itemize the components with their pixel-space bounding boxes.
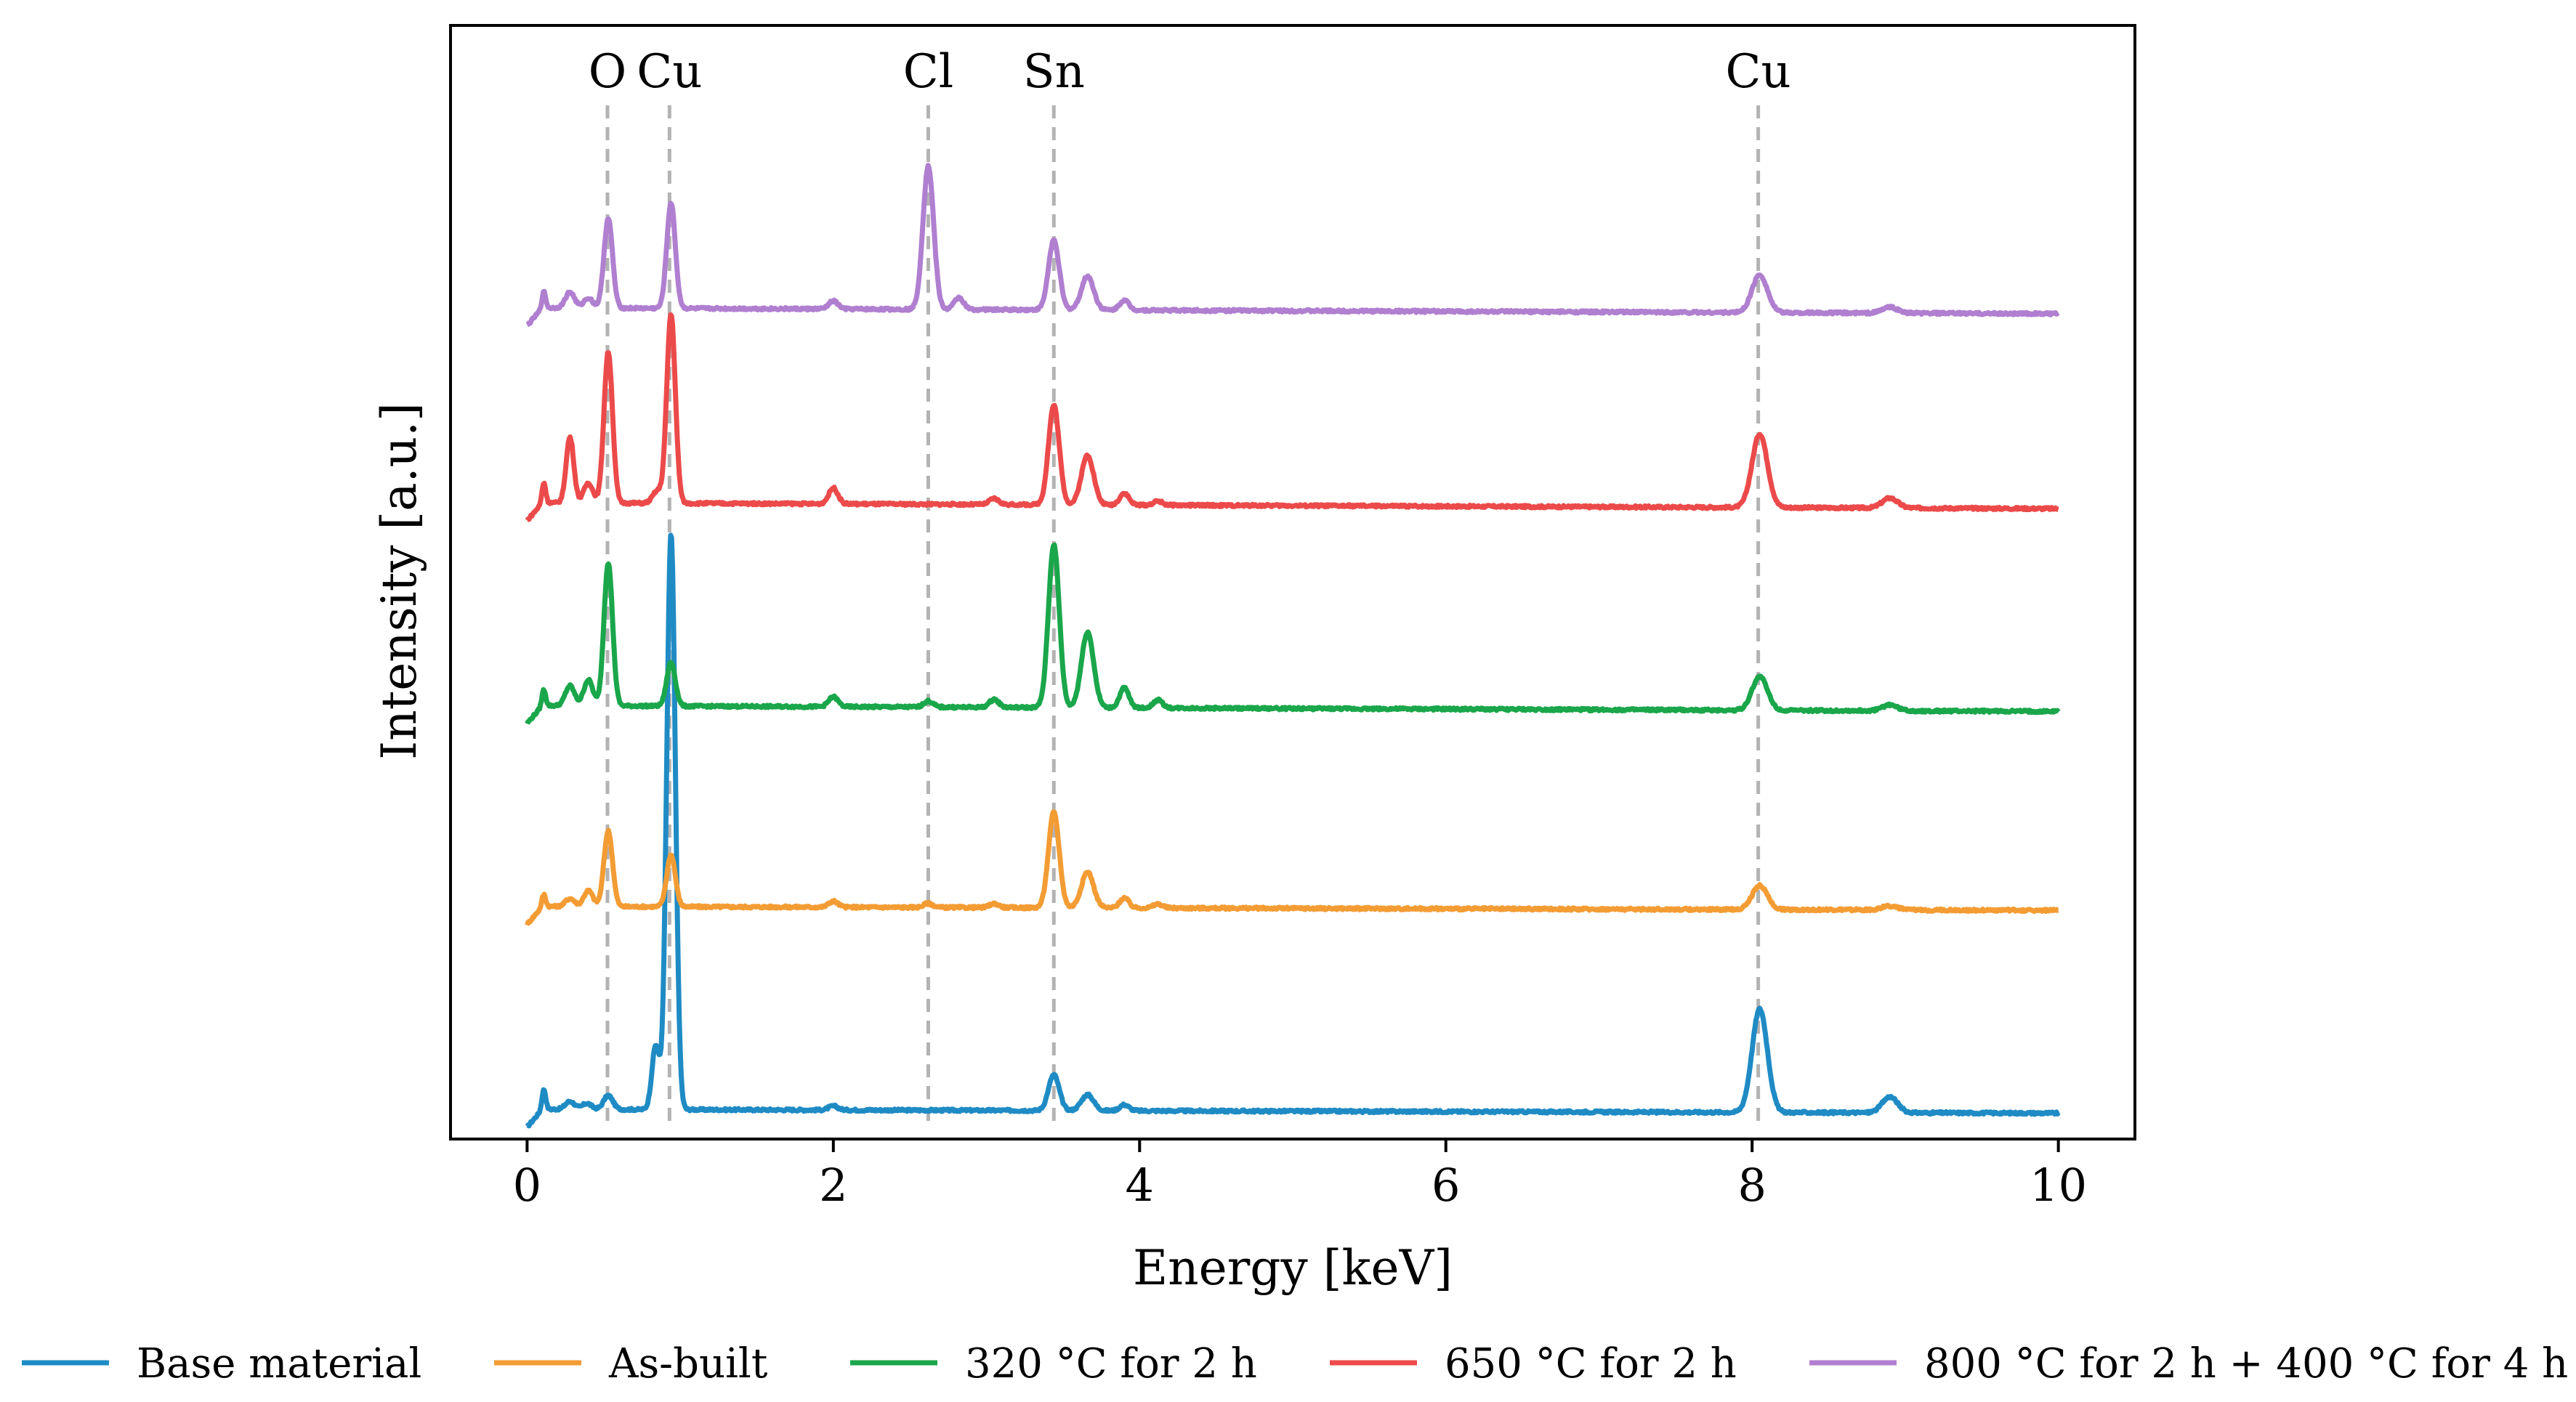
x-axis-ticks: 0 2 4 6 8 10: [513, 1139, 2087, 1212]
legend-label-5: 800 °C for 2 h + 400 °C for 4 h: [1924, 1340, 2568, 1387]
element-label-cu: Cu: [637, 45, 702, 99]
element-label-cl: Cl: [903, 45, 953, 99]
element-label-o: O: [589, 45, 626, 99]
element-labels: O Cu Cl Sn Cu: [589, 45, 1791, 99]
x-axis-label: Energy [keV]: [1133, 1240, 1453, 1296]
x-tick-label: 0: [513, 1159, 541, 1212]
element-label-cu: Cu: [1726, 45, 1791, 99]
x-tick-label: 8: [1737, 1159, 1766, 1212]
series-line-2: [525, 809, 2060, 926]
series-line-4: [525, 312, 2060, 522]
y-axis-label: Intensity [a.u.]: [371, 402, 427, 760]
x-tick-label: 4: [1126, 1159, 1154, 1212]
plot-frame: [449, 24, 2136, 1140]
series-line-5: [525, 163, 2060, 328]
series-line-1: [525, 532, 2061, 1129]
spectra-series: [525, 163, 2061, 1129]
legend-label-3: 320 °C for 2 h: [965, 1340, 1257, 1387]
legend: Base material As-built 320 °C for 2 h 650 °…: [22, 1340, 2568, 1387]
element-label-sn: Sn: [1023, 45, 1085, 99]
series-line-3: [525, 542, 2061, 725]
x-tick-label: 2: [819, 1159, 847, 1212]
x-tick-label: 6: [1432, 1159, 1460, 1212]
x-tick-label: 10: [2030, 1159, 2087, 1212]
legend-label-2: As-built: [608, 1340, 768, 1387]
legend-label-1: Base material: [137, 1340, 421, 1387]
legend-label-4: 650 °C for 2 h: [1445, 1340, 1737, 1387]
